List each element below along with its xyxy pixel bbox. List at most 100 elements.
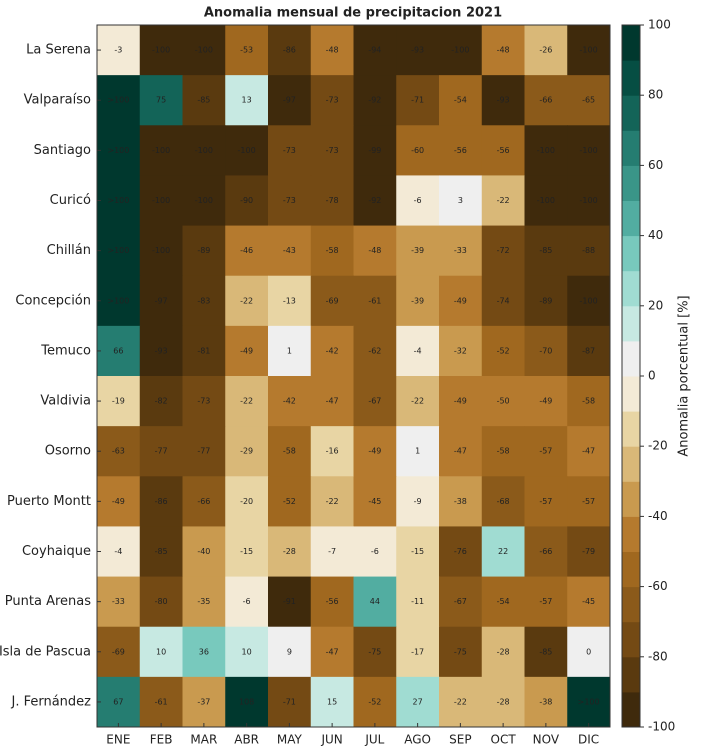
colorbar-swatch <box>622 551 640 588</box>
cell-label: -49 <box>240 346 253 355</box>
y-tick-label: Concepción <box>15 293 91 308</box>
cell-label: -93 <box>411 46 424 55</box>
cell-label: -87 <box>582 346 595 355</box>
cell-label: -100 <box>580 196 598 205</box>
heatmap-cell <box>182 426 226 477</box>
cell-label: -93 <box>155 346 168 355</box>
heatmap-cell <box>396 426 440 477</box>
cell-label: -38 <box>539 697 552 706</box>
heatmap-cell <box>353 576 397 628</box>
cell-label: -67 <box>368 397 381 406</box>
heatmap-cell <box>268 125 312 176</box>
cell-label: 13 <box>242 96 252 105</box>
heatmap-cell <box>439 676 483 728</box>
colorbar-tick-label: -80 <box>648 649 668 663</box>
heatmap-cell <box>97 476 141 527</box>
cell-label: -100 <box>152 246 170 255</box>
heatmap-cell <box>310 275 354 327</box>
cell-label: -49 <box>539 397 552 406</box>
y-tick-label: Temuco <box>40 343 91 358</box>
cell-label: -92 <box>368 96 381 105</box>
heatmap-cell <box>310 576 354 628</box>
cell-label: -48 <box>368 246 381 255</box>
colorbar-swatch <box>622 95 640 131</box>
y-tick-label: Chillán <box>47 243 91 258</box>
heatmap-cell <box>567 476 611 527</box>
colorbar-swatch <box>622 165 640 201</box>
cell-label: -20 <box>240 497 253 506</box>
heatmap-cell <box>353 626 397 678</box>
heatmap-cell <box>268 426 312 477</box>
colorbar-tick-label: 0 <box>648 369 656 383</box>
heatmap-cell <box>567 275 611 327</box>
cell-label: -37 <box>197 697 210 706</box>
cell-label: 108 <box>239 697 254 706</box>
cell-label: -77 <box>197 447 210 456</box>
cell-label: -6 <box>371 547 379 556</box>
cell-label: -49 <box>454 397 467 406</box>
cell-label: -66 <box>197 497 210 506</box>
colorbar-swatch <box>622 376 640 412</box>
cell-label: -56 <box>326 597 339 606</box>
heatmap-cell <box>396 626 440 678</box>
cell-label: -77 <box>155 447 168 456</box>
cell-label: -100 <box>195 196 213 205</box>
cell-label: -49 <box>368 447 381 456</box>
heatmap-cell <box>310 376 354 427</box>
cell-label: -39 <box>411 296 424 305</box>
cell-label: -57 <box>539 447 552 456</box>
heatmap-cell <box>225 225 269 277</box>
heatmap-cell <box>439 325 483 377</box>
heatmap-cell <box>139 526 183 578</box>
heatmap-cell <box>182 676 226 728</box>
heatmap-cell <box>439 125 483 176</box>
colorbar-tick-label: -60 <box>648 579 668 593</box>
heatmap-cell <box>139 325 183 377</box>
cell-label: -86 <box>283 46 296 55</box>
cell-label: -99 <box>368 146 381 155</box>
cell-label: -48 <box>326 46 339 55</box>
heatmap-cell <box>439 576 483 628</box>
cell-label: -42 <box>326 346 339 355</box>
colorbar-swatch <box>622 481 640 517</box>
heatmap-cell <box>139 225 183 277</box>
cell-label: -100 <box>580 296 598 305</box>
x-tick-label: FEB <box>150 733 173 747</box>
heatmap-cell <box>268 676 312 728</box>
heatmap-cell <box>310 325 354 377</box>
x-tick-label: AGO <box>404 733 431 747</box>
cell-label: -75 <box>368 647 381 656</box>
heatmap-cell <box>139 75 183 126</box>
heatmap-cell <box>182 376 226 427</box>
heatmap-cell <box>225 476 269 527</box>
cell-label: -89 <box>539 296 552 305</box>
cell-label: -100 <box>152 196 170 205</box>
y-tick-label: Osorno <box>45 444 91 459</box>
cell-label: -57 <box>582 497 595 506</box>
heatmap-cell <box>182 275 226 327</box>
cell-label: 10 <box>156 647 166 656</box>
heatmap-cell <box>182 225 226 277</box>
cell-label: -53 <box>240 46 253 55</box>
cell-label: -47 <box>326 397 339 406</box>
cell-label: -100 <box>195 46 213 55</box>
cell-label: -97 <box>155 296 168 305</box>
colorbar-tick-label: -100 <box>648 720 675 734</box>
cell-label: -22 <box>497 196 510 205</box>
cell-label: -69 <box>326 296 339 305</box>
cell-label: -62 <box>368 346 381 355</box>
heatmap-cell <box>439 275 483 327</box>
heatmap-cell <box>439 376 483 427</box>
heatmap-cell <box>268 225 312 277</box>
heatmap-cell <box>139 626 183 678</box>
cell-label: -100 <box>580 46 598 55</box>
cell-label: -3 <box>114 46 122 55</box>
heatmap-cell <box>481 25 525 76</box>
heatmap-cell <box>310 75 354 126</box>
x-tick-label: JUL <box>364 733 384 747</box>
heatmap-cell <box>97 376 141 427</box>
cell-label: -100 <box>195 146 213 155</box>
colorbar-swatch <box>622 25 640 61</box>
cell-label: -47 <box>326 647 339 656</box>
cell-label: -78 <box>326 196 339 205</box>
